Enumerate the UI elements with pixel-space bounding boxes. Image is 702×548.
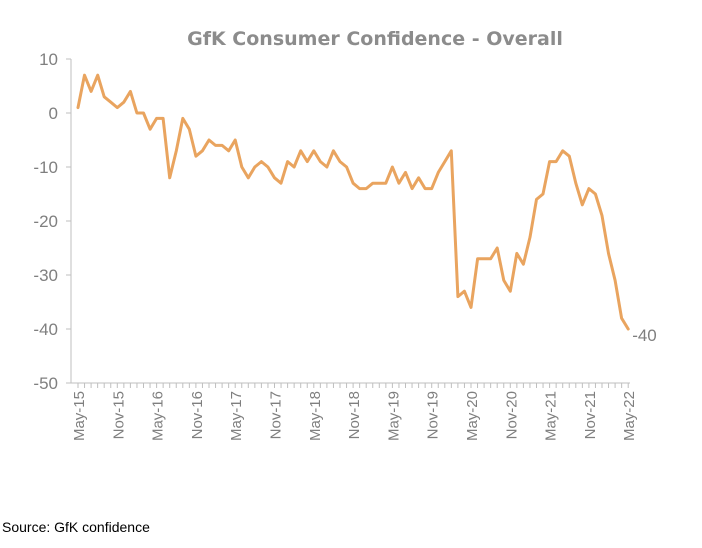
x-tick-label: May-22 <box>621 391 638 441</box>
x-tick-label: May-20 <box>464 391 481 441</box>
y-tick-label: -20 <box>33 212 58 231</box>
x-tick-label: Nov-18 <box>346 391 363 439</box>
x-tick-label: May-19 <box>385 391 402 441</box>
y-tick-label: -40 <box>33 320 58 339</box>
x-tick-label: Nov-20 <box>503 391 520 439</box>
line-chart: GfK Consumer Confidence - Overall 10 0 -10… <box>33 28 657 441</box>
y-tick-label: 0 <box>49 104 58 123</box>
x-tick-label: Nov-15 <box>110 391 127 439</box>
y-tick-label: 10 <box>39 50 58 69</box>
series-line <box>76 73 630 331</box>
x-tick-label: May-18 <box>307 391 324 441</box>
x-tick-label: May-21 <box>543 391 560 441</box>
y-tick-label: -30 <box>33 266 58 285</box>
x-tick-label: May-16 <box>150 391 167 441</box>
x-tick-label: May-15 <box>71 391 88 441</box>
y-tick-label: -50 <box>33 374 58 393</box>
end-value-label: -40 <box>632 326 657 345</box>
x-tick-label: Nov-19 <box>425 391 442 439</box>
x-tick-label: Nov-21 <box>582 391 599 439</box>
y-axis: 10 0 -10 -20 -30 -40 -50 <box>33 50 72 393</box>
x-axis: May-15 Nov-15 May-16 Nov-16 May-17 Nov-17 May-… <box>71 382 638 441</box>
y-tick-label: -10 <box>33 158 58 177</box>
x-tick-label: Nov-17 <box>268 391 285 439</box>
chart-title: GfK Consumer Confidence - Overall <box>187 28 563 50</box>
series-group: -40 <box>76 73 657 345</box>
source-note: Source: GfK confidence <box>2 519 150 535</box>
x-tick-label: May-17 <box>228 391 245 441</box>
x-tick-label: Nov-16 <box>189 391 206 439</box>
